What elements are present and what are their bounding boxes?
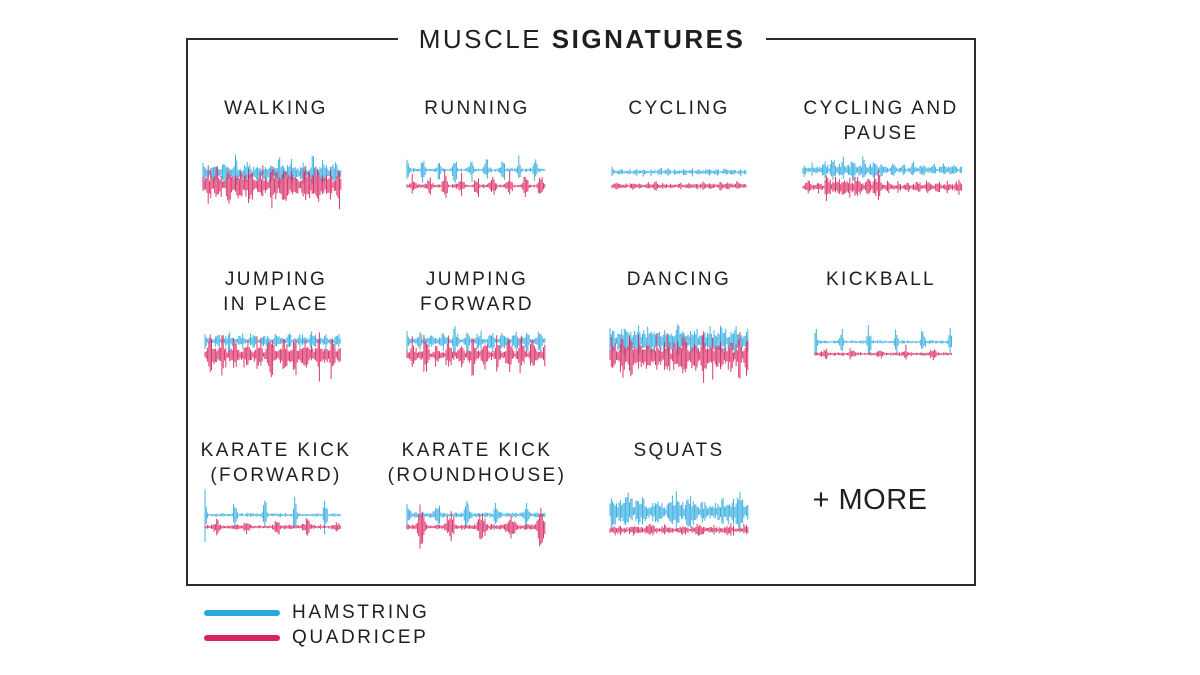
legend-swatch-quadricep [204, 635, 280, 641]
hamstring-waveform-cycling [611, 166, 747, 177]
activity-label-dancing: DANCING [626, 269, 732, 290]
hamstring-waveform-cycling-and-pause [802, 156, 963, 181]
activity-label-running: RUNNING [424, 98, 530, 119]
activity-label-karate-kick-roundhouse: KARATE KICK (ROUNDHOUSE) [387, 440, 567, 486]
activity-label-squats: SQUATS [633, 440, 725, 461]
legend-label-quadricep: QUADRICEP [292, 627, 429, 648]
activity-label-cycling-and-pause: CYCLING AND PAUSE [803, 98, 959, 144]
quadricep-waveform-jumping-in-place [204, 332, 341, 382]
hamstring-waveform-kickball [814, 325, 952, 355]
legend-swatch-hamstring [204, 610, 280, 616]
activity-label-jumping-in-place: JUMPING IN PLACE [223, 269, 329, 315]
activity-label-kickball: KICKBALL [825, 269, 937, 290]
activity-label-karate-kick-forward: KARATE KICK (FORWARD) [200, 440, 352, 486]
title-regular: MUSCLE [418, 24, 543, 54]
quadricep-waveform-cycling [611, 181, 747, 191]
title-bold: SIGNATURES [551, 24, 746, 54]
activity-label-walking: WALKING [224, 98, 328, 119]
quadricep-waveform-karate-kick-forward [204, 518, 341, 536]
quadricep-waveform-dancing [609, 331, 749, 383]
hamstring-waveform-running [406, 155, 546, 183]
quadricep-waveform-squats [609, 523, 749, 536]
more-label[interactable]: + MORE [812, 484, 928, 516]
activity-label-cycling: CYCLING [628, 98, 730, 119]
quadricep-waveform-jumping-forward [406, 334, 546, 376]
quadricep-waveform-running [406, 170, 546, 199]
activity-label-jumping-forward: JUMPING FORWARD [420, 269, 534, 315]
quadricep-waveform-walking [202, 165, 342, 210]
hamstring-waveform-jumping-forward [406, 326, 546, 356]
legend-label-hamstring: HAMSTRING [292, 602, 430, 623]
quadricep-waveform-kickball [814, 344, 952, 361]
hamstring-waveform-karate-kick-roundhouse [406, 500, 546, 530]
hamstring-waveform-squats [609, 491, 749, 533]
hamstring-waveform-karate-kick-forward [204, 489, 341, 542]
quadricep-waveform-cycling-and-pause [802, 170, 963, 201]
page-title: MUSCLE SIGNATURES [398, 22, 766, 56]
quadricep-waveform-karate-kick-roundhouse [406, 504, 546, 549]
